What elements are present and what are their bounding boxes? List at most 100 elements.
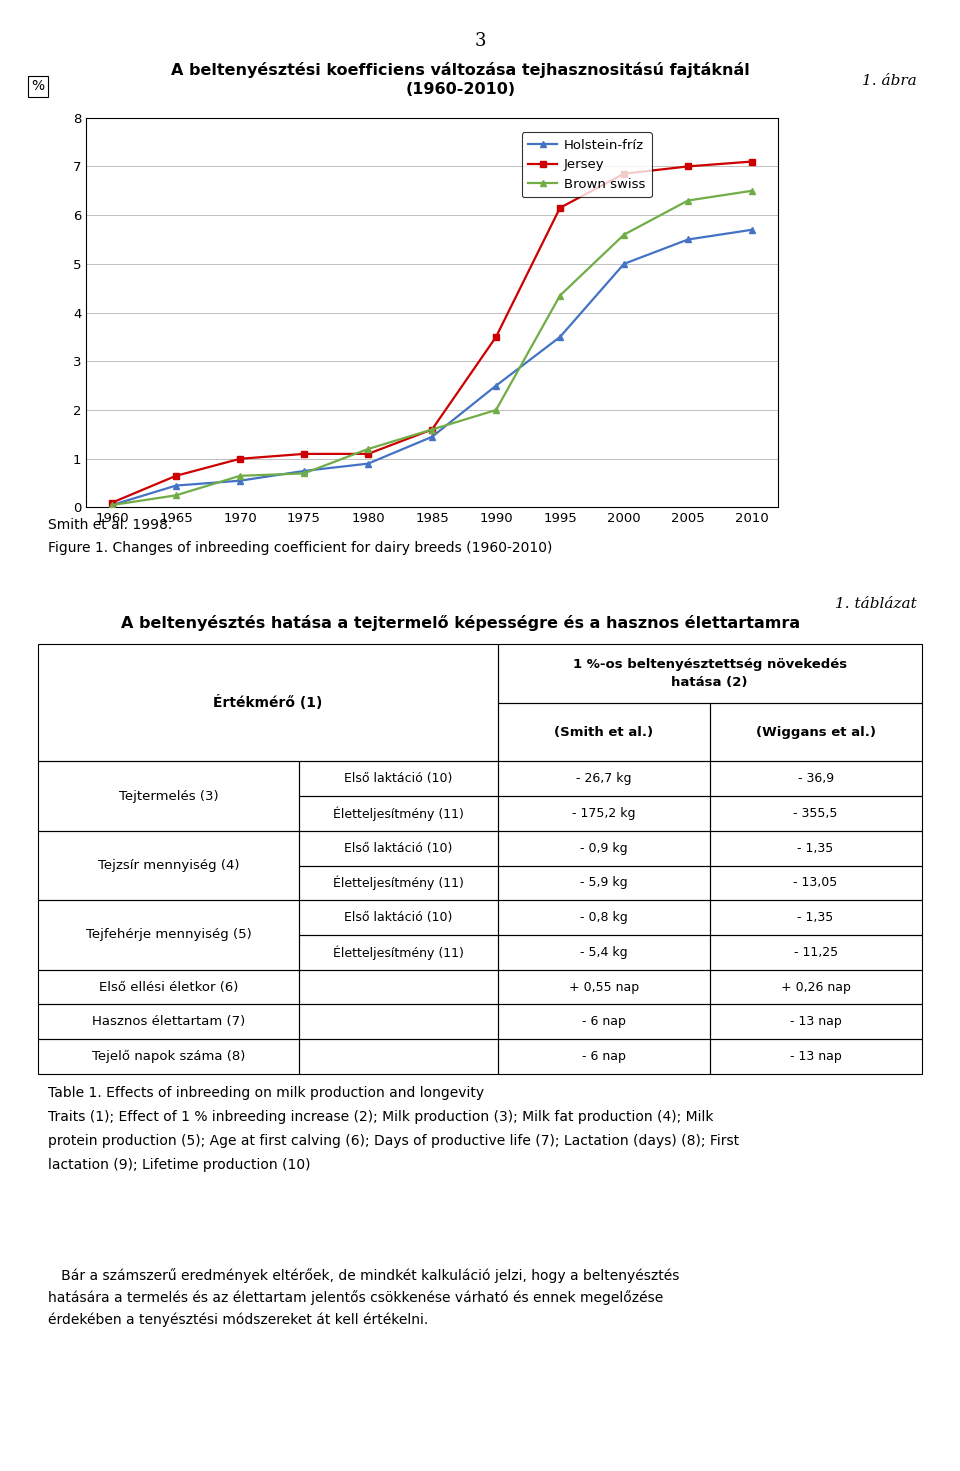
Bar [709,796,922,831]
Jersey [746,153,757,171]
Bar [38,1005,299,1039]
Text: lactation (9); Lifetime production (10): lactation (9); Lifetime production (10) [48,1159,310,1172]
Text: - 175,2 kg: - 175,2 kg [572,808,636,819]
Text: - 0,8 kg: - 0,8 kg [580,911,628,924]
Bar [299,865,497,900]
Text: - 5,4 kg: - 5,4 kg [580,946,628,959]
Bar [709,703,922,762]
Brown swiss [618,225,630,243]
Text: Első laktáció (10): Első laktáció (10) [344,841,452,855]
Bar [38,831,299,900]
Brown swiss [746,182,757,200]
Brown swiss [426,421,438,438]
Text: Traits (1); Effect of 1 % inbreeding increase (2); Milk production (3); Milk fat: Traits (1); Effect of 1 % inbreeding inc… [48,1111,713,1124]
Text: A beltenyésztési koefficiens változása tejhasznositású fajtáknál: A beltenyésztési koefficiens változása t… [172,62,750,78]
Bar [38,1039,299,1074]
Text: Értékmérő (1): Értékmérő (1) [213,696,323,710]
Text: - 26,7 kg: - 26,7 kg [576,772,632,786]
Jersey [234,450,246,468]
Text: 1. ábra: 1. ábra [862,74,917,88]
Text: Tejelő napok száma (8): Tejelő napok száma (8) [92,1050,246,1064]
Bar [709,865,922,900]
Bar [497,831,709,865]
Text: 1. táblázat: 1. táblázat [835,597,917,612]
Text: Első ellési életkor (6): Első ellési életkor (6) [99,981,238,993]
Text: - 13 nap: - 13 nap [790,1050,842,1064]
Text: Hasznos élettartam (7): Hasznos élettartam (7) [92,1015,246,1028]
Jersey [170,466,181,484]
Text: + 0,26 nap: + 0,26 nap [780,981,851,993]
Brown swiss [299,465,310,482]
Bar [497,936,709,969]
Legend: Holstein-fríz, Jersey, Brown swiss: Holstein-fríz, Jersey, Brown swiss [521,132,652,197]
Jersey [107,494,118,512]
Bar [709,900,922,936]
Bar [497,1039,709,1074]
Text: Tejtermelés (3): Tejtermelés (3) [119,790,219,803]
Text: - 11,25: - 11,25 [794,946,838,959]
Bar [497,703,709,762]
Bar [497,644,922,703]
Bar [299,1039,497,1074]
Text: - 5,9 kg: - 5,9 kg [580,877,628,890]
Holstein-fríz [618,254,630,272]
Bar [299,762,497,796]
Bar [497,796,709,831]
Text: (Wiggans et al.): (Wiggans et al.) [756,725,876,738]
Jersey [683,157,694,175]
Brown swiss [554,287,565,304]
Text: 1 %-os beltenyésztettség növekedés
hatása (2): 1 %-os beltenyésztettség növekedés hatás… [572,658,847,688]
Text: A beltenyésztés hatása a tejtermelő képességre és a hasznos élettartamra: A beltenyésztés hatása a tejtermelő képe… [121,615,801,631]
Brown swiss [107,496,118,513]
Text: Első laktáció (10): Első laktáció (10) [344,772,452,786]
Text: Életteljesítmény (11): Életteljesítmény (11) [333,944,464,959]
Bar [709,969,922,1005]
Text: Tejfehérje mennyiség (5): Tejfehérje mennyiség (5) [85,928,252,941]
Jersey [618,165,630,182]
Holstein-fríz [107,496,118,513]
Text: Életteljesítmény (11): Életteljesítmény (11) [333,875,464,890]
Holstein-fríz [299,462,310,480]
Holstein-fríz [426,428,438,446]
Bar [299,969,497,1005]
Bar [299,936,497,969]
Bar [38,900,299,969]
Text: %: % [32,79,44,94]
Text: - 1,35: - 1,35 [798,841,833,855]
Bar [709,831,922,865]
Text: 3: 3 [474,31,486,50]
Text: - 13 nap: - 13 nap [790,1015,842,1028]
Holstein-fríz [683,231,694,249]
Bar [709,762,922,796]
Holstein-fríz [746,221,757,238]
Bar [299,900,497,936]
Text: - 0,9 kg: - 0,9 kg [580,841,628,855]
Bar [497,969,709,1005]
Text: - 6 nap: - 6 nap [582,1050,626,1064]
Holstein-fríz [234,472,246,490]
Jersey [426,421,438,438]
Bar [299,796,497,831]
Bar [38,762,299,831]
Holstein-fríz [491,377,502,394]
Bar [299,1005,497,1039]
Jersey [491,328,502,346]
Text: Table 1. Effects of inbreeding on milk production and longevity: Table 1. Effects of inbreeding on milk p… [48,1086,484,1100]
Text: (1960-2010): (1960-2010) [406,82,516,97]
Bar [709,1005,922,1039]
Brown swiss [491,402,502,419]
Text: Életteljesítmény (11): Életteljesítmény (11) [333,806,464,821]
Text: Bár a számszerű eredmények eltérőek, de mindkét kalkuláció jelzi, hogy a belteny: Bár a számszerű eredmények eltérőek, de … [48,1268,680,1327]
Text: - 13,05: - 13,05 [794,877,838,890]
Bar [497,865,709,900]
Holstein-fríz [170,477,181,494]
Brown swiss [170,487,181,505]
Text: - 6 nap: - 6 nap [582,1015,626,1028]
Brown swiss [234,466,246,484]
Text: Figure 1. Changes of inbreeding coefficient for dairy breeds (1960-2010): Figure 1. Changes of inbreeding coeffici… [48,541,552,556]
Holstein-fríz [362,455,373,472]
Text: Tejzsír mennyiség (4): Tejzsír mennyiség (4) [98,859,239,872]
Brown swiss [362,440,373,457]
Bar [709,1039,922,1074]
Bar [38,969,299,1005]
